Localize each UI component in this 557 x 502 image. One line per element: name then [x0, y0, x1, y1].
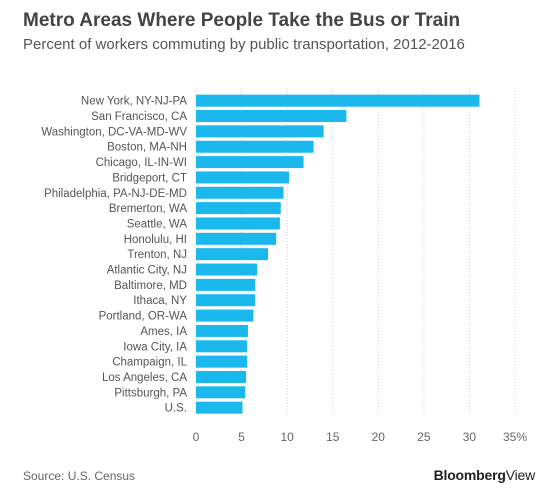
category-label: Ithaca, NY: [133, 295, 187, 307]
bar: [196, 125, 324, 138]
bar: [196, 324, 248, 337]
x-tick-label: 10: [280, 430, 294, 444]
bar: [196, 156, 304, 169]
bar: [196, 401, 243, 414]
brand-logo: BloombergView: [433, 467, 536, 483]
bar: [196, 355, 248, 368]
category-label: Portland, OR-WA: [99, 311, 188, 323]
category-label: Boston, MA-NH: [107, 142, 187, 154]
x-tick-label: 20: [372, 430, 386, 444]
category-label: San Francisco, CA: [91, 111, 187, 123]
category-label: Champaign, IL: [112, 357, 187, 369]
source-note: Source: U.S. Census: [23, 469, 136, 483]
category-label: Bridgeport, CT: [112, 172, 187, 184]
bar: [196, 263, 258, 276]
x-tick-label: 30: [463, 430, 477, 444]
bar: [196, 370, 247, 383]
chart-title: Metro Areas Where People Take the Bus or…: [23, 10, 461, 31]
bar: [196, 294, 256, 307]
brand-bold: Bloomberg: [433, 467, 506, 483]
x-tick-label: 25: [417, 430, 431, 444]
bar: [196, 248, 269, 261]
category-label: Ames, IA: [140, 326, 187, 338]
category-label: Iowa City, IA: [123, 341, 187, 353]
bar: [196, 110, 347, 123]
x-tick-label: 15: [326, 430, 340, 444]
category-label: Pittsburgh, PA: [114, 387, 187, 399]
bar: [196, 140, 314, 153]
chart-subtitle: Percent of workers commuting by public t…: [23, 36, 465, 53]
x-tick-label: 0: [193, 430, 200, 444]
bar: [196, 171, 289, 184]
bar: [196, 186, 284, 199]
category-label: U.S.: [165, 403, 187, 415]
bar: [196, 309, 254, 322]
category-label: Washington, DC-VA-MD-WV: [41, 126, 187, 138]
x-tick-label: 5: [238, 430, 245, 444]
category-label: Atlantic City, NJ: [107, 265, 187, 277]
category-label: Baltimore, MD: [114, 280, 187, 292]
category-label: Bremerton, WA: [109, 203, 188, 215]
category-label: Philadelphia, PA-NJ-DE-MD: [44, 188, 187, 200]
category-label: New York, NY-NJ-PA: [81, 96, 187, 108]
category-label: Seattle, WA: [127, 218, 188, 230]
category-label: Trenton, NJ: [127, 249, 187, 261]
bar: [196, 202, 281, 215]
brand-regular: View: [505, 467, 535, 483]
bar: [196, 232, 277, 245]
bar: [196, 340, 248, 353]
category-label: Honolulu, HI: [124, 234, 187, 246]
category-label: Chicago, IL-IN-WI: [96, 157, 187, 169]
bar: [196, 278, 256, 291]
bar: [196, 94, 480, 107]
bar: [196, 386, 246, 399]
bar: [196, 217, 280, 230]
category-label: Los Angeles, CA: [102, 372, 187, 384]
x-tick-label: 35%: [503, 430, 527, 444]
